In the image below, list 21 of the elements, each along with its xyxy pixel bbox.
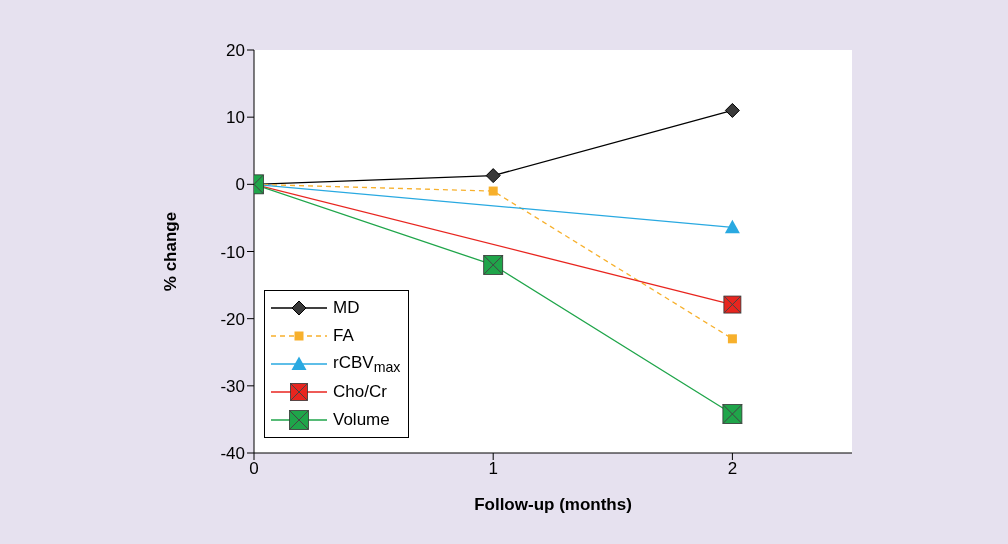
legend-label: FA [333,326,354,346]
legend-label: MD [333,298,360,318]
point [727,334,737,344]
y-tick-label: 0 [235,175,245,195]
legend-label: rCBV$_{max}$ [333,352,401,376]
legend-label: Cho/Cr [333,382,387,402]
y-tick-label: 20 [226,41,245,61]
y-tick-label: -40 [220,444,245,464]
y-tick-label: -30 [220,376,245,396]
y-tick-label: -10 [220,242,245,262]
x-tick-label: 2 [727,459,738,479]
x-tick-label: 1 [488,459,498,479]
x-axis-title: Follow-up (months) [474,495,632,515]
legend-label: Volume [333,410,390,430]
point [724,102,740,118]
x-tick-label: 0 [249,459,259,479]
point [488,186,498,196]
y-axis-title: % change [161,211,181,292]
y-tick-label: -20 [220,309,245,329]
point [485,168,501,184]
y-tick-label: 10 [226,108,245,128]
